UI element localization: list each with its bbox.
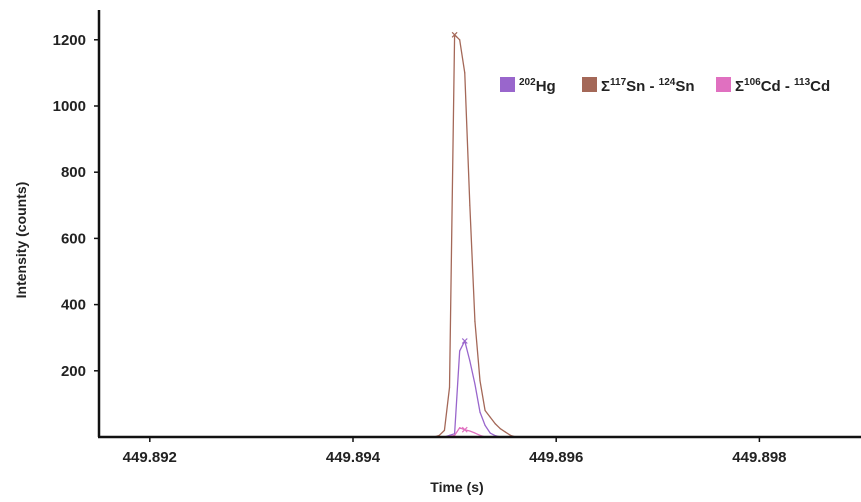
x-axis-title: Time (s): [430, 479, 483, 495]
data-point: [504, 431, 506, 433]
data-point: [438, 434, 440, 436]
legend-swatch: [582, 77, 597, 92]
y-tick-label: 600: [61, 230, 86, 247]
y-tick-label: 1200: [53, 32, 86, 49]
data-point: [464, 72, 466, 74]
data-point: [474, 320, 476, 322]
series-1: [433, 31, 527, 438]
legend-label: Σ117Sn - 124Sn: [601, 77, 695, 95]
legend-swatch: [716, 77, 731, 92]
y-tick-label: 400: [61, 297, 86, 314]
y-tick-label: 1000: [53, 98, 86, 115]
series-0: [443, 338, 527, 438]
ticks-layer: 449.892 449.894 449.896 449.898 200 400 600 800…: [53, 32, 787, 466]
data-point: [459, 427, 461, 429]
data-point: [479, 411, 481, 413]
data-point: [474, 383, 476, 385]
data-point: [454, 434, 456, 436]
peak-marker: [461, 338, 468, 344]
x-tick-label: 449.894: [326, 449, 381, 466]
data-point: [448, 386, 451, 388]
legend-label: Σ106Cd - 113Cd: [735, 77, 830, 95]
data-point: [459, 350, 461, 352]
data-point: [443, 429, 446, 431]
series-layer: [433, 31, 527, 438]
legend-swatch: [500, 77, 515, 92]
x-tick-label: 449.898: [732, 449, 786, 466]
y-axis-title: Intensity (counts): [13, 182, 29, 299]
data-point: [484, 424, 486, 427]
data-point: [499, 428, 501, 430]
x-tick-label: 449.892: [123, 449, 177, 466]
legend-entry: Σ117Sn - 124Sn: [582, 77, 695, 95]
series-line: [434, 34, 526, 438]
peak-marker: [451, 31, 458, 38]
legend-label: 202Hg: [519, 77, 556, 95]
legend-entry: Σ106Cd - 113Cd: [716, 77, 830, 95]
data-point: [459, 39, 461, 41]
data-point: [474, 432, 476, 434]
y-tick-label: 800: [61, 164, 86, 181]
legend-entry: 202Hg: [500, 77, 556, 95]
data-point: [469, 430, 471, 432]
data-point: [469, 204, 471, 206]
data-point: [479, 380, 481, 382]
data-point: [494, 423, 496, 425]
data-point: [509, 434, 512, 436]
data-point: [479, 434, 481, 436]
legend: 202Hg Σ117Sn - 124Sn Σ106Cd - 113Cd: [500, 77, 830, 95]
series-line: [444, 340, 526, 438]
data-point: [484, 409, 486, 412]
y-tick-label: 200: [61, 363, 86, 380]
axes-layer: [97, 10, 861, 439]
data-point: [469, 360, 471, 362]
data-point: [489, 432, 491, 434]
x-tick-label: 449.896: [529, 449, 583, 466]
peak-marker: [461, 426, 468, 433]
data-point: [489, 416, 491, 418]
